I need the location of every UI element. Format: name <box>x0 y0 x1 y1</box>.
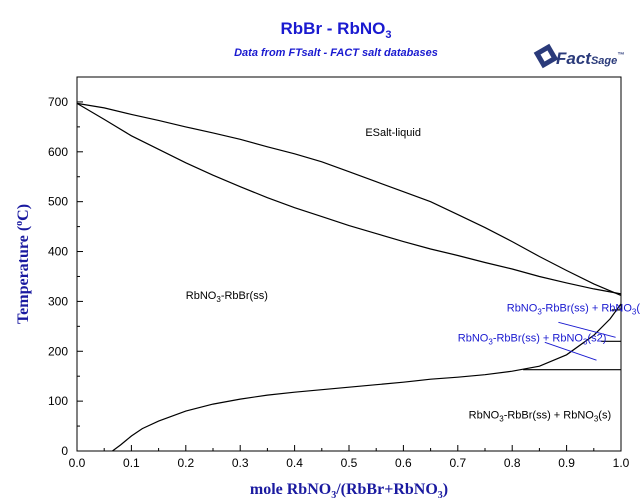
factsage-logo: FactSage™ <box>533 43 624 69</box>
y-tick-label: 0 <box>61 444 68 458</box>
axis-ticks: 0.0 0.1 0.2 0.3 0.4 0.5 0.6 0.7 0.8 0.9 1.0 0 100 200… <box>48 95 630 470</box>
y-tick-label: 400 <box>48 245 68 259</box>
boundary-line-0 <box>76 102 622 296</box>
boundary-line-7 <box>544 341 597 361</box>
y-tick-label: 500 <box>48 195 68 209</box>
x-tick-label: 0.1 <box>123 456 140 470</box>
x-tick-label: 0.2 <box>177 456 194 470</box>
region-label-ss-s3: RbNO3-RbBr(ss) + RbNO3(s3) <box>507 302 640 316</box>
y-axis-label: Temperature (oC) <box>14 204 32 324</box>
x-tick-label: 1.0 <box>613 456 630 470</box>
region-label-ss-s2: RbNO3-RbBr(ss) + RbNO3(s2) <box>458 332 607 346</box>
x-tick-label: 0.6 <box>395 456 412 470</box>
region-label-ss-s: RbNO3-RbBr(ss) + RbNO3(s) <box>469 410 611 424</box>
logo-text: FactSage™ <box>556 49 624 68</box>
phase-boundaries <box>76 102 622 452</box>
x-tick-label: 0.4 <box>286 456 303 470</box>
y-tick-label: 100 <box>48 394 68 408</box>
chart-subtitle: Data from FTsalt - FACT salt databases <box>234 47 438 59</box>
y-tick-label: 700 <box>48 95 68 109</box>
x-tick-label: 0.8 <box>504 456 521 470</box>
plot-frame <box>76 76 622 452</box>
x-tick-label: 0.5 <box>341 456 358 470</box>
x-axis-label: mole RbNO3/(RbBr+RbNO3) <box>250 481 448 501</box>
boundary-line-1 <box>76 102 622 295</box>
chart-title: RbBr - RbNO3 <box>281 19 392 41</box>
region-label-liquid: ESalt-liquid <box>365 127 421 139</box>
boundary-line-6 <box>558 321 616 338</box>
y-tick-label: 200 <box>48 344 68 358</box>
y-tick-label: 300 <box>48 294 68 308</box>
x-tick-label: 0.3 <box>232 456 249 470</box>
logo-emblem-icon <box>533 43 559 69</box>
x-tick-label: 0.7 <box>449 456 466 470</box>
region-labels: ESalt-liquid RbNO3-RbBr(ss) RbNO3-RbBr(ss)… <box>186 127 640 424</box>
y-tick-label: 600 <box>48 145 68 159</box>
boundary-line-2 <box>112 303 622 452</box>
region-label-ss: RbNO3-RbBr(ss) <box>186 290 268 304</box>
x-tick-label: 0.9 <box>558 456 575 470</box>
x-tick-label: 0.0 <box>69 456 86 470</box>
